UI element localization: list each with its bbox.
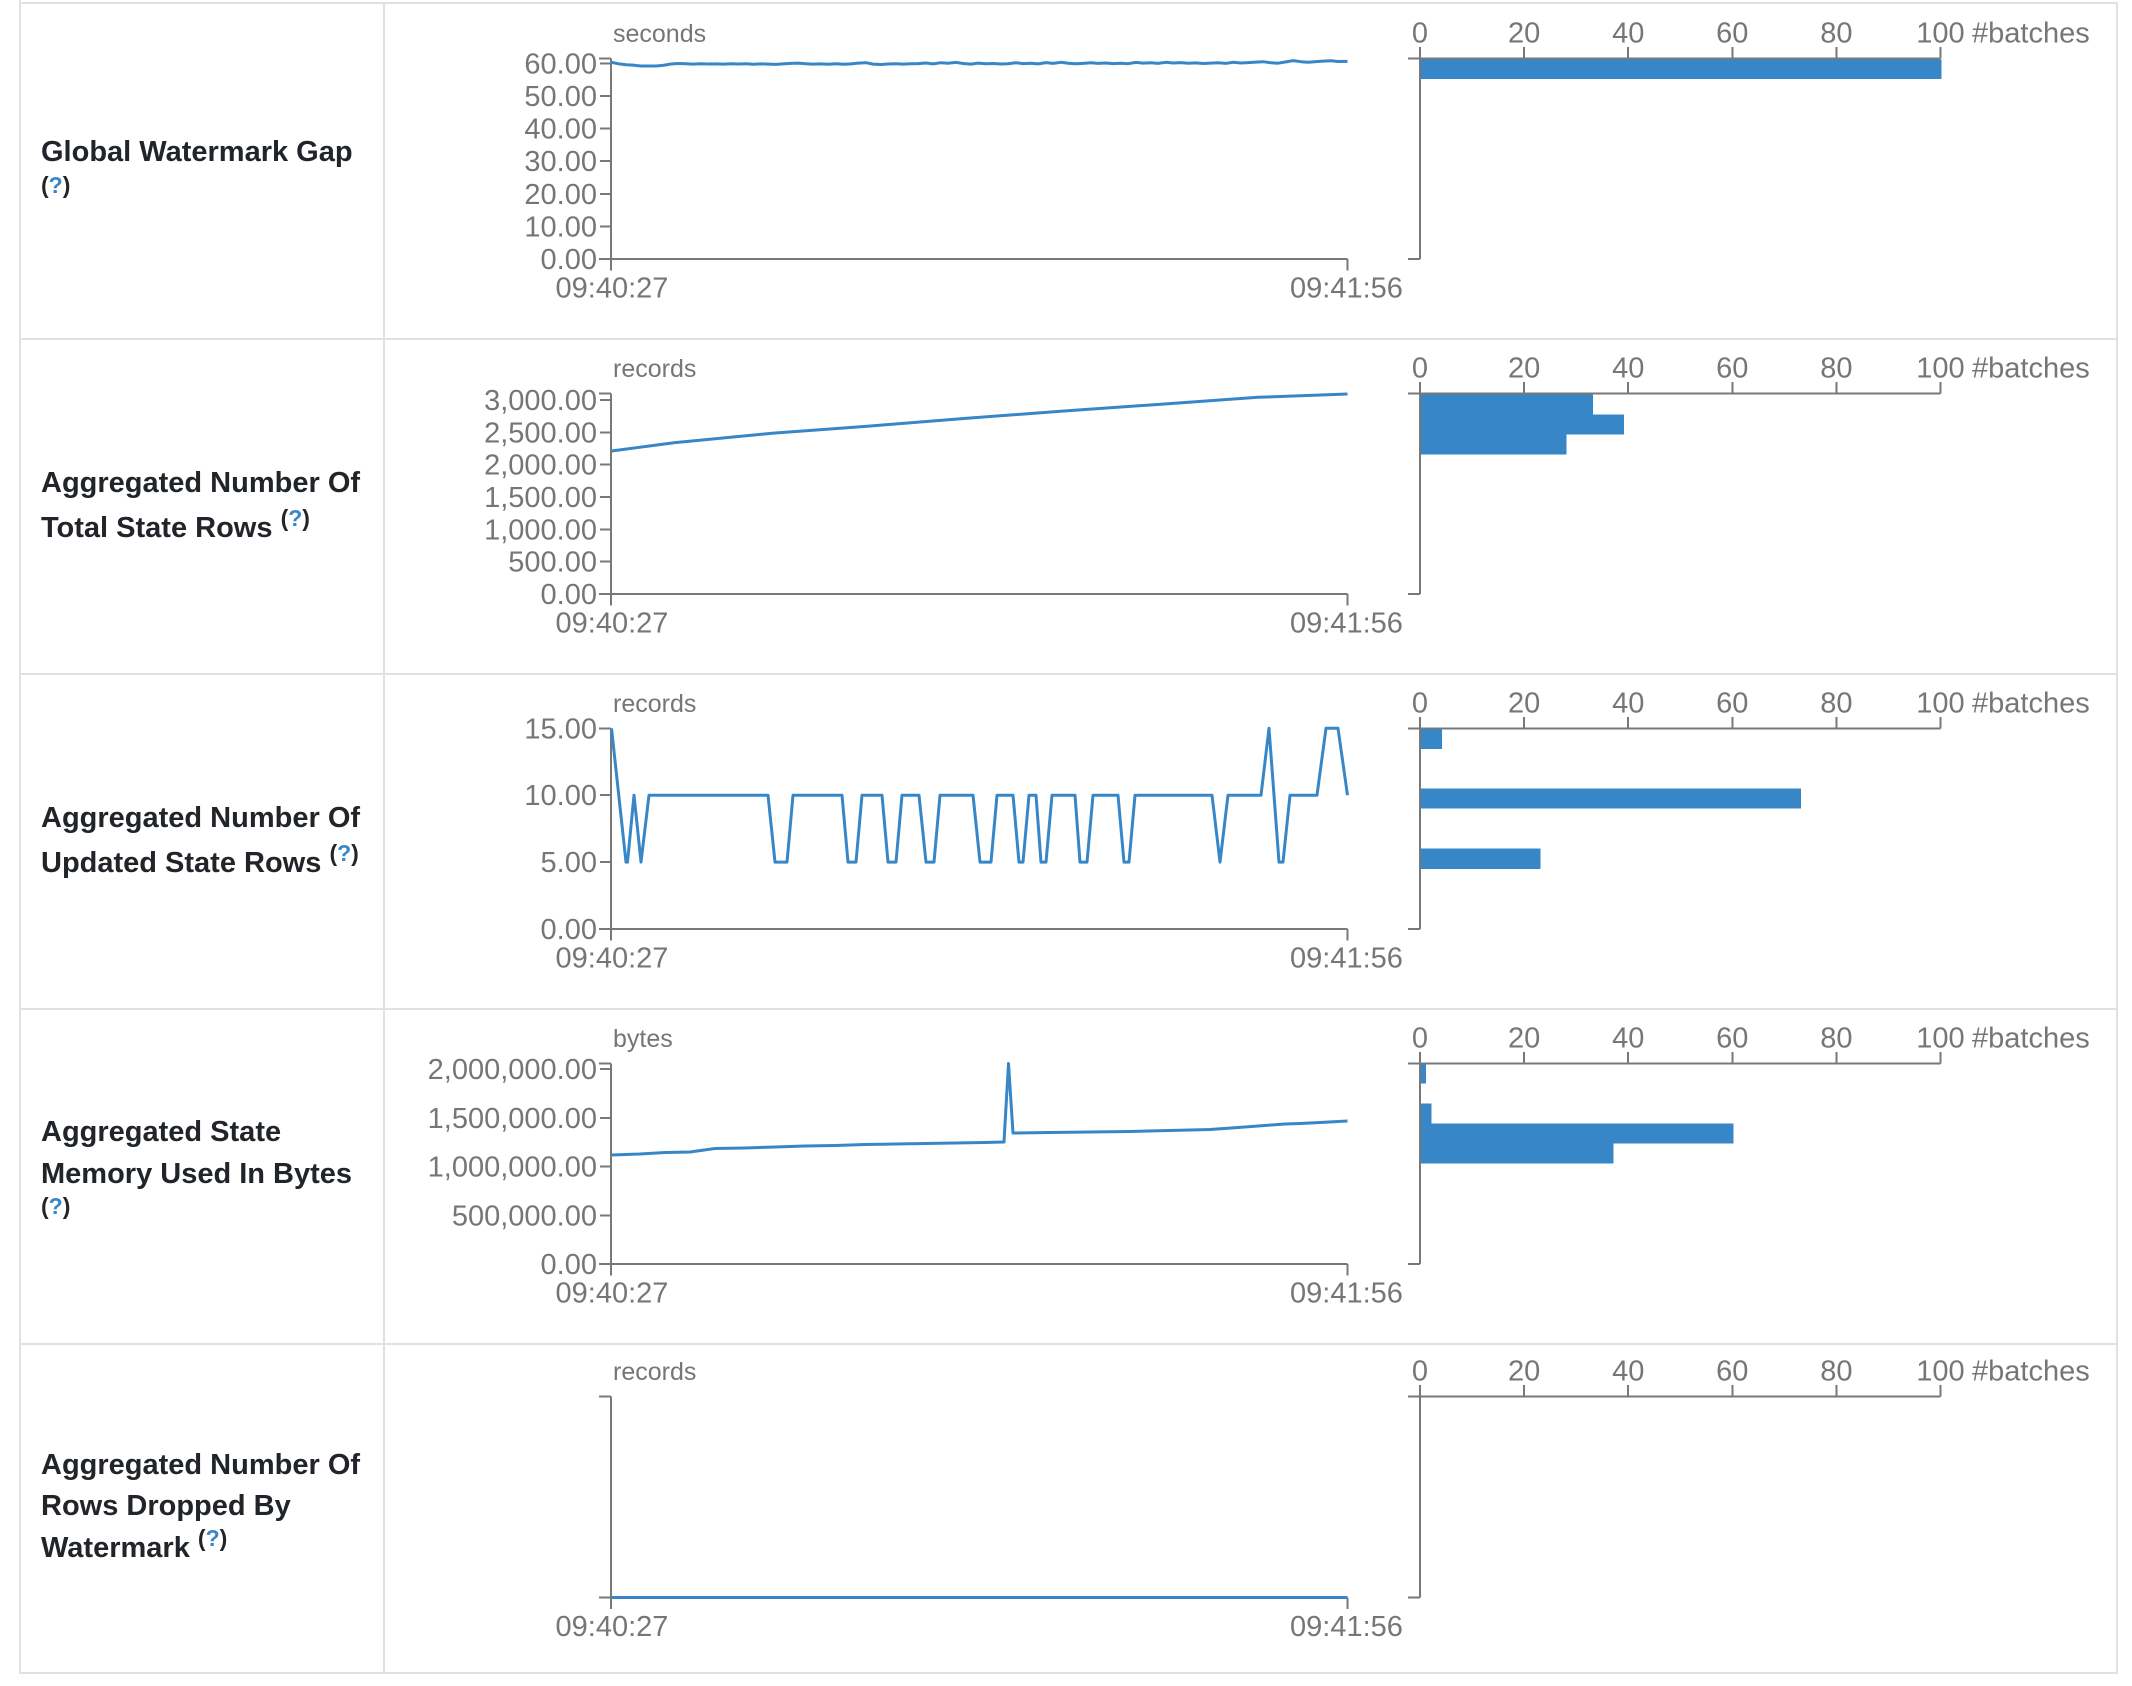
svg-text:40: 40 (1612, 17, 1644, 49)
svg-text:60.00: 60.00 (524, 48, 597, 80)
svg-text:0: 0 (1412, 687, 1428, 719)
svg-text:15.00: 15.00 (524, 713, 597, 745)
svg-text:80: 80 (1820, 687, 1852, 719)
svg-text:09:40:27: 09:40:27 (556, 1611, 669, 1643)
svg-text:100: 100 (1916, 1356, 1964, 1388)
svg-text:3,000.00: 3,000.00 (484, 385, 597, 417)
svg-text:50.00: 50.00 (524, 81, 597, 113)
svg-text:1,000,000.00: 1,000,000.00 (428, 1152, 597, 1184)
svg-text:100: 100 (1916, 687, 1964, 719)
svg-text:40: 40 (1612, 687, 1644, 719)
svg-text:20: 20 (1508, 352, 1540, 384)
svg-text:09:41:56: 09:41:56 (1290, 1278, 1403, 1310)
svg-text:60: 60 (1716, 1022, 1748, 1054)
svg-text:09:40:27: 09:40:27 (556, 608, 669, 640)
svg-text:0.00: 0.00 (541, 579, 597, 611)
svg-text:80: 80 (1820, 17, 1852, 49)
svg-text:09:40:27: 09:40:27 (556, 1278, 669, 1310)
svg-text:0: 0 (1412, 17, 1428, 49)
svg-text:40: 40 (1612, 1356, 1644, 1388)
svg-text:records: records (613, 1358, 696, 1386)
svg-text:5.00: 5.00 (541, 847, 597, 879)
svg-text:0.00: 0.00 (541, 914, 597, 946)
svg-text:60: 60 (1716, 17, 1748, 49)
svg-text:20: 20 (1508, 17, 1540, 49)
svg-text:09:40:27: 09:40:27 (556, 943, 669, 975)
svg-text:0.00: 0.00 (541, 244, 597, 276)
svg-text:1,500.00: 1,500.00 (484, 482, 597, 514)
svg-text:100: 100 (1916, 17, 1964, 49)
svg-text:80: 80 (1820, 352, 1852, 384)
svg-text:seconds: seconds (613, 20, 706, 48)
svg-text:500,000.00: 500,000.00 (452, 1200, 597, 1232)
svg-text:1,500,000.00: 1,500,000.00 (428, 1103, 597, 1135)
svg-text:records: records (613, 355, 696, 383)
svg-text:09:41:56: 09:41:56 (1290, 1611, 1403, 1643)
svg-text:2,000,000.00: 2,000,000.00 (428, 1054, 597, 1086)
svg-text:100: 100 (1916, 1022, 1964, 1054)
svg-text:09:41:56: 09:41:56 (1290, 943, 1403, 975)
svg-text:#batches: #batches (1972, 352, 2090, 384)
svg-text:1,000.00: 1,000.00 (484, 514, 597, 546)
svg-text:2,000.00: 2,000.00 (484, 450, 597, 482)
svg-text:#batches: #batches (1972, 1356, 2090, 1388)
svg-text:0.00: 0.00 (541, 1249, 597, 1281)
svg-text:09:40:27: 09:40:27 (556, 273, 669, 305)
svg-text:40.00: 40.00 (524, 114, 597, 146)
svg-text:20: 20 (1508, 1022, 1540, 1054)
svg-text:0: 0 (1412, 1356, 1428, 1388)
svg-text:20: 20 (1508, 1356, 1540, 1388)
svg-text:20: 20 (1508, 687, 1540, 719)
svg-text:500.00: 500.00 (508, 547, 597, 579)
svg-text:0: 0 (1412, 352, 1428, 384)
svg-text:40: 40 (1612, 1022, 1644, 1054)
svg-text:60: 60 (1716, 352, 1748, 384)
svg-text:30.00: 30.00 (524, 146, 597, 178)
svg-text:60: 60 (1716, 687, 1748, 719)
svg-text:80: 80 (1820, 1356, 1852, 1388)
svg-text:#batches: #batches (1972, 17, 2090, 49)
svg-text:20.00: 20.00 (524, 179, 597, 211)
svg-text:100: 100 (1916, 352, 1964, 384)
svg-text:80: 80 (1820, 1022, 1852, 1054)
svg-text:0: 0 (1412, 1022, 1428, 1054)
svg-text:records: records (613, 690, 696, 718)
svg-text:09:41:56: 09:41:56 (1290, 608, 1403, 640)
svg-text:10.00: 10.00 (524, 780, 597, 812)
svg-text:2,500.00: 2,500.00 (484, 417, 597, 449)
svg-text:#batches: #batches (1972, 687, 2090, 719)
svg-text:10.00: 10.00 (524, 211, 597, 243)
svg-text:#batches: #batches (1972, 1022, 2090, 1054)
svg-text:60: 60 (1716, 1356, 1748, 1388)
svg-text:09:41:56: 09:41:56 (1290, 273, 1403, 305)
svg-text:40: 40 (1612, 352, 1644, 384)
svg-text:bytes: bytes (613, 1025, 673, 1053)
